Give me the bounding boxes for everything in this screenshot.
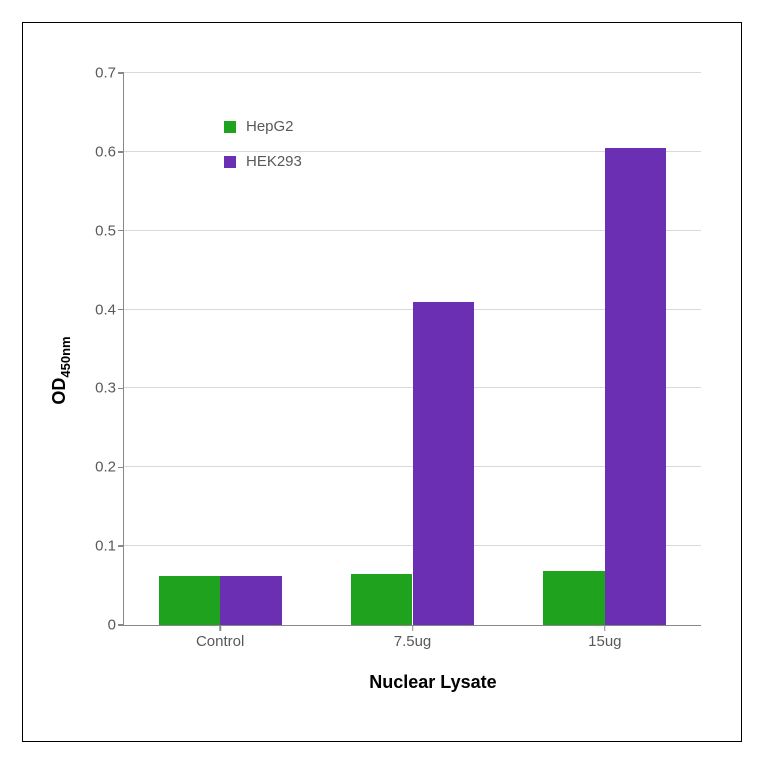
ytick-label: 0.6 [95,143,124,160]
ytick-label: 0.4 [95,301,124,318]
chart-container: OD450nm HepG2 HEK293 00.10.20.30.40.50.6… [43,53,721,721]
bar [413,302,475,625]
bar [543,571,605,625]
bar [220,576,282,625]
y-axis-label: OD450nm [49,336,73,404]
xtick-label: 15ug [588,625,621,650]
legend-swatch-hek293 [224,156,236,168]
legend-item: HepG2 [224,118,302,135]
bar [159,576,221,625]
ytick-label: 0.2 [95,459,124,476]
y-axis-label-sub: 450nm [58,336,73,377]
bar [605,148,667,625]
legend: HepG2 HEK293 [224,118,302,188]
legend-swatch-hepg2 [224,121,236,133]
chart-frame: OD450nm HepG2 HEK293 00.10.20.30.40.50.6… [22,22,742,742]
gridline [124,72,701,73]
x-axis-label: Nuclear Lysate [369,672,496,693]
xtick-label: Control [196,625,244,650]
bar [351,574,413,625]
y-axis-label-main: OD [49,378,69,405]
legend-item: HEK293 [224,153,302,170]
legend-label-hepg2: HepG2 [246,118,294,135]
ytick-label: 0.1 [95,538,124,555]
legend-label-hek293: HEK293 [246,153,302,170]
ytick-label: 0.7 [95,65,124,82]
ytick-label: 0.3 [95,380,124,397]
plot-area: HepG2 HEK293 00.10.20.30.40.50.60.7Contr… [123,73,701,626]
ytick-label: 0.5 [95,222,124,239]
xtick-label: 7.5ug [394,625,432,650]
ytick-label: 0 [108,617,124,634]
